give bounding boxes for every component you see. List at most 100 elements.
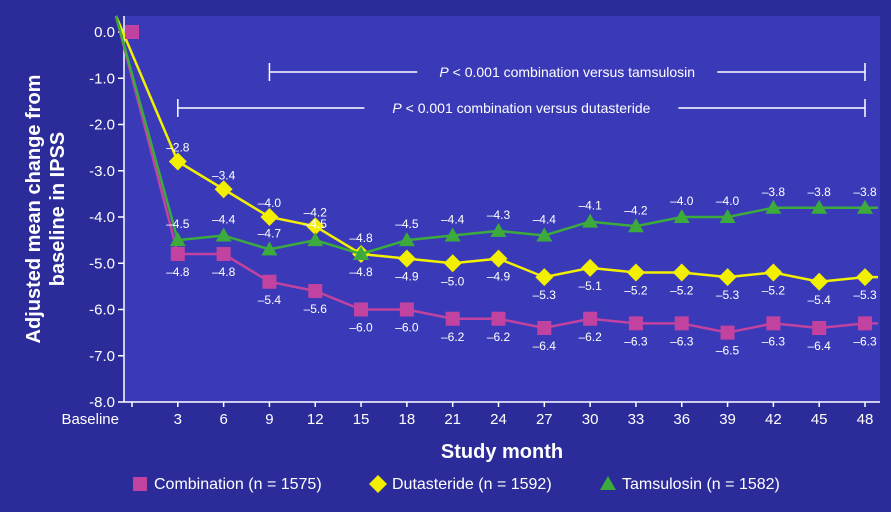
series-diamond: –2.8 –3.4 –4.0 –4.2 –4.8 –4.9 –5.0 –4.9 –5.3 –5.1… bbox=[114, 15, 878, 307]
data-label: –6.3 bbox=[624, 334, 648, 348]
data-point bbox=[720, 325, 735, 340]
data-point bbox=[810, 272, 829, 291]
p-symbol: P bbox=[439, 64, 449, 80]
data-point bbox=[858, 316, 872, 331]
legend-label: Dutasteride (n = 1592) bbox=[392, 476, 552, 493]
data-point bbox=[215, 227, 232, 242]
data-label: –5.2 bbox=[670, 284, 694, 298]
data-point bbox=[445, 311, 460, 326]
data-label: –6.4 bbox=[533, 339, 557, 353]
p-symbol: P bbox=[392, 100, 402, 116]
x-tick-label: 12 bbox=[307, 411, 324, 428]
baseline-point bbox=[125, 25, 139, 39]
y-tick-label: -8.0 bbox=[89, 394, 115, 411]
legend-label: Tamsulosin (n = 1582) bbox=[622, 476, 780, 493]
data-point bbox=[214, 180, 233, 199]
x-tick-label: 21 bbox=[444, 411, 461, 428]
data-point bbox=[536, 227, 553, 242]
series-triangle: –4.5 –4.4 –4.7 –4.5 –4.8 –4.5 –4.4 –4.3 –4.4 –4.1… bbox=[114, 15, 878, 260]
data-label: –6.5 bbox=[716, 344, 740, 358]
data-label: –6.2 bbox=[487, 330, 511, 344]
data-label: –4.2 bbox=[304, 205, 328, 219]
data-label: –5.3 bbox=[533, 288, 557, 302]
plot-area bbox=[124, 16, 880, 402]
data-point bbox=[812, 321, 827, 335]
data-point bbox=[856, 268, 874, 287]
data-label: –5.2 bbox=[624, 284, 648, 298]
data-point bbox=[262, 274, 277, 289]
data-label: –5.1 bbox=[578, 279, 602, 293]
data-point bbox=[399, 302, 414, 317]
data-label: –4.5 bbox=[304, 217, 328, 231]
data-label: –6.0 bbox=[395, 321, 419, 335]
data-label: –3.8 bbox=[808, 185, 832, 199]
data-point bbox=[627, 218, 644, 233]
series-line bbox=[114, 15, 878, 334]
y-axis-title: Adjusted mean change from baseline in IPS… bbox=[23, 75, 69, 344]
legend-label: Combination (n = 1575) bbox=[154, 476, 322, 493]
data-label: –4.7 bbox=[258, 226, 282, 240]
data-label: –4.8 bbox=[349, 231, 373, 245]
data-label: –6.3 bbox=[853, 334, 877, 348]
data-point bbox=[170, 247, 185, 261]
x-tick-label: 6 bbox=[219, 411, 227, 428]
series-square: –4.8 –4.8 –5.4 –5.6 –6.0 –6.0 –6.2 –6.2 –6.4 –6.2… bbox=[114, 15, 878, 358]
x-tick-label: 27 bbox=[536, 411, 553, 428]
data-point bbox=[673, 209, 690, 223]
data-point bbox=[764, 263, 783, 282]
data-point bbox=[308, 284, 323, 298]
series-line bbox=[114, 15, 878, 284]
significance-bracket: P < 0.001 combination versus tamsulosin bbox=[268, 63, 866, 81]
data-point bbox=[307, 232, 324, 247]
data-point bbox=[626, 263, 645, 282]
y-tick-label: -2.0 bbox=[89, 117, 115, 134]
data-label: –6.4 bbox=[808, 339, 832, 353]
data-point bbox=[168, 152, 187, 171]
data-label: –4.4 bbox=[533, 213, 557, 227]
data-label: –3.8 bbox=[853, 185, 877, 199]
data-point bbox=[491, 311, 506, 326]
significance-text: < 0.001 combination versus dutasteride bbox=[402, 100, 651, 116]
y-tick-label: -7.0 bbox=[89, 348, 115, 365]
x-tick-label: 15 bbox=[353, 411, 370, 428]
y-axis-title-line: baseline in IPSS bbox=[47, 132, 69, 287]
x-tick-label: 48 bbox=[857, 411, 874, 428]
x-tick-label: 18 bbox=[399, 411, 416, 428]
data-point bbox=[672, 263, 691, 282]
data-label: –4.8 bbox=[166, 265, 190, 279]
data-label: –5.4 bbox=[808, 293, 832, 307]
x-tick-label: 42 bbox=[765, 411, 782, 428]
x-tick-label: 30 bbox=[582, 411, 599, 428]
data-label: –6.3 bbox=[762, 334, 786, 348]
legend-marker bbox=[133, 477, 147, 491]
y-axis-title-line: Adjusted mean change from bbox=[23, 75, 45, 344]
data-point bbox=[857, 199, 873, 214]
data-label: –5.4 bbox=[258, 293, 282, 307]
x-tick-label: 39 bbox=[719, 411, 736, 428]
data-point bbox=[583, 311, 598, 326]
data-point bbox=[443, 254, 462, 273]
data-point bbox=[766, 316, 781, 331]
data-label: –3.4 bbox=[212, 168, 236, 182]
data-label: –6.2 bbox=[441, 330, 465, 344]
data-point bbox=[306, 217, 325, 236]
y-tick-label: -6.0 bbox=[89, 302, 115, 319]
data-label: –6.3 bbox=[670, 334, 694, 348]
data-point bbox=[354, 302, 369, 317]
data-label: –2.8 bbox=[166, 141, 190, 155]
data-point bbox=[169, 232, 186, 247]
significance-bracket: P < 0.001 combination versus dutasteride bbox=[177, 99, 866, 117]
significance-label: P < 0.001 combination versus tamsulosin bbox=[439, 64, 695, 80]
data-point bbox=[260, 208, 279, 226]
data-label: –6.2 bbox=[578, 330, 602, 344]
data-label: –4.2 bbox=[624, 203, 648, 217]
x-tick-label: 33 bbox=[628, 411, 645, 428]
data-label: –5.0 bbox=[441, 274, 465, 288]
data-point bbox=[490, 222, 507, 237]
data-point bbox=[261, 241, 278, 256]
data-point bbox=[397, 249, 416, 268]
data-label: –4.9 bbox=[487, 270, 511, 284]
significance-label: P < 0.001 combination versus dutasteride bbox=[392, 100, 650, 116]
